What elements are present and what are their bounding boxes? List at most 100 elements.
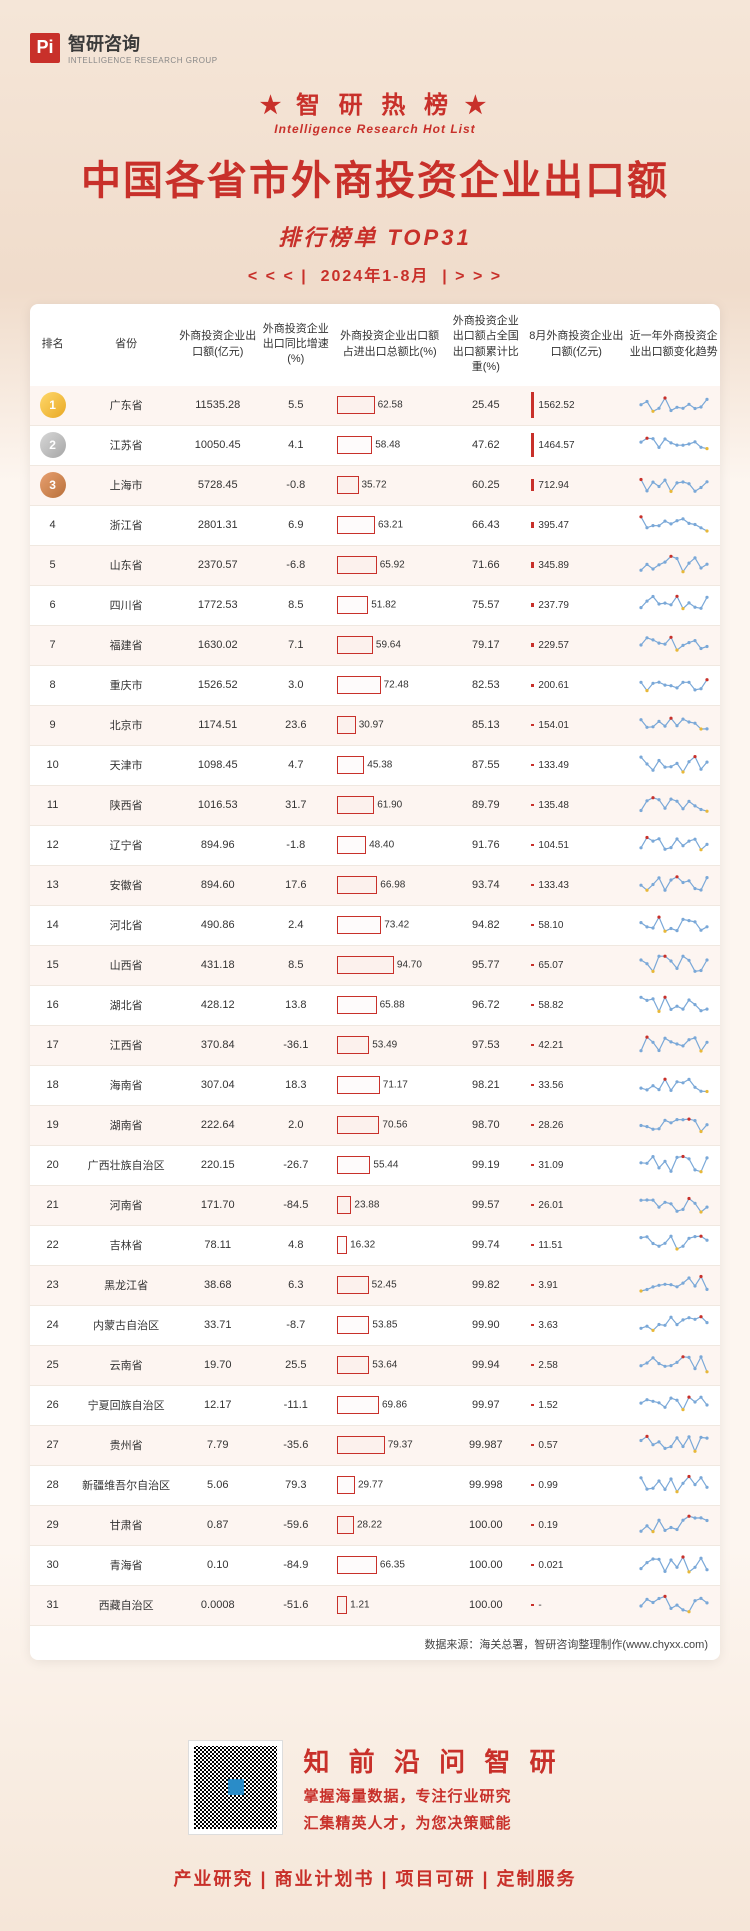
table-row: 1广东省11535.285.562.5825.451562.52 <box>30 386 720 426</box>
pct-bar-cell: 59.64 <box>333 625 446 665</box>
table-row: 29甘肃省0.87-59.628.22100.000.19 <box>30 1505 720 1545</box>
province-cell: 广东省 <box>75 386 177 426</box>
province-cell: 云南省 <box>75 1345 177 1385</box>
export-value-cell: 12.17 <box>177 1385 258 1425</box>
rank-cell: 31 <box>30 1585 75 1625</box>
province-cell: 黑龙江省 <box>75 1265 177 1305</box>
sparkline-cell <box>627 1065 720 1105</box>
pct-bar-cell: 52.45 <box>333 1265 446 1305</box>
sparkline-cell <box>627 1545 720 1585</box>
logo-block: Pi 智研咨询 INTELLIGENCE RESEARCH GROUP <box>30 30 720 65</box>
table-row: 20广西壮族自治区220.15-26.755.4499.1931.09 <box>30 1145 720 1185</box>
province-cell: 青海省 <box>75 1545 177 1585</box>
aug-bar-cell: 0.19 <box>525 1505 627 1545</box>
cumulative-cell: 99.97 <box>446 1385 525 1425</box>
province-cell: 江苏省 <box>75 425 177 465</box>
aug-bar-cell: 1.52 <box>525 1385 627 1425</box>
growth-cell: 8.5 <box>258 585 333 625</box>
province-cell: 甘肃省 <box>75 1505 177 1545</box>
aug-bar-cell: 712.94 <box>525 465 627 505</box>
growth-cell: 7.1 <box>258 625 333 665</box>
cumulative-cell: 98.21 <box>446 1065 525 1105</box>
sparkline-cell <box>627 825 720 865</box>
sparkline-cell <box>627 1465 720 1505</box>
province-cell: 河北省 <box>75 905 177 945</box>
rank-cell: 9 <box>30 705 75 745</box>
aug-bar-cell: 135.48 <box>525 785 627 825</box>
pct-bar-cell: 70.56 <box>333 1105 446 1145</box>
table-row: 25云南省19.7025.553.6499.942.58 <box>30 1345 720 1385</box>
province-cell: 四川省 <box>75 585 177 625</box>
table-row: 15山西省431.188.594.7095.7765.07 <box>30 945 720 985</box>
footer-line2: 掌握海量数据，专注行业研究 <box>303 1785 561 1806</box>
rank-cell: 27 <box>30 1425 75 1465</box>
cumulative-cell: 71.66 <box>446 545 525 585</box>
cumulative-cell: 99.94 <box>446 1345 525 1385</box>
rank-cell: 30 <box>30 1545 75 1585</box>
aug-bar-cell: 3.91 <box>525 1265 627 1305</box>
province-cell: 陕西省 <box>75 785 177 825</box>
table-row: 14河北省490.862.473.4294.8258.10 <box>30 905 720 945</box>
table-row: 13安徽省894.6017.666.9893.74133.43 <box>30 865 720 905</box>
sparkline-cell <box>627 785 720 825</box>
province-cell: 宁夏回族自治区 <box>75 1385 177 1425</box>
sparkline-cell <box>627 865 720 905</box>
footer-line3: 汇集精英人才，为您决策赋能 <box>303 1812 561 1833</box>
growth-cell: 4.1 <box>258 425 333 465</box>
pct-bar-cell: 53.85 <box>333 1305 446 1345</box>
cumulative-cell: 99.998 <box>446 1465 525 1505</box>
col-header: 排名 <box>30 304 75 386</box>
col-header: 外商投资企业出口同比增速(%) <box>258 304 333 386</box>
col-header: 近一年外商投资企业出口额变化趋势 <box>627 304 720 386</box>
rank-cell: 28 <box>30 1465 75 1505</box>
date-line: < < < | 2024年1-8月 | > > > <box>30 262 720 286</box>
sparkline-cell <box>627 585 720 625</box>
cumulative-cell: 89.79 <box>446 785 525 825</box>
sparkline-cell <box>627 505 720 545</box>
sparkline-cell <box>627 1585 720 1625</box>
export-value-cell: 171.70 <box>177 1185 258 1225</box>
table-row: 21河南省171.70-84.523.8899.5726.01 <box>30 1185 720 1225</box>
table-row: 6四川省1772.538.551.8275.57237.79 <box>30 585 720 625</box>
table-row: 27贵州省7.79-35.679.3799.9870.57 <box>30 1425 720 1465</box>
province-cell: 山东省 <box>75 545 177 585</box>
medal-bronze-icon: 3 <box>40 472 66 498</box>
table-row: 3上海市5728.45-0.835.7260.25712.94 <box>30 465 720 505</box>
pct-bar-cell: 53.64 <box>333 1345 446 1385</box>
sparkline-cell <box>627 386 720 426</box>
rank-cell: 1 <box>30 386 75 426</box>
growth-cell: 6.9 <box>258 505 333 545</box>
growth-cell: 6.3 <box>258 1265 333 1305</box>
table-row: 22吉林省78.114.816.3299.7411.51 <box>30 1225 720 1265</box>
export-value-cell: 2370.57 <box>177 545 258 585</box>
pct-bar-cell: 30.97 <box>333 705 446 745</box>
table-row: 4浙江省2801.316.963.2166.43395.47 <box>30 505 720 545</box>
export-value-cell: 370.84 <box>177 1025 258 1065</box>
province-cell: 河南省 <box>75 1185 177 1225</box>
province-cell: 内蒙古自治区 <box>75 1305 177 1345</box>
province-cell: 天津市 <box>75 745 177 785</box>
sparkline-cell <box>627 1505 720 1545</box>
aug-bar-cell: 395.47 <box>525 505 627 545</box>
rank-cell: 3 <box>30 465 75 505</box>
aug-bar-cell: 58.10 <box>525 905 627 945</box>
aug-bar-cell: 1464.57 <box>525 425 627 465</box>
growth-cell: -0.8 <box>258 465 333 505</box>
growth-cell: 2.0 <box>258 1105 333 1145</box>
table-row: 12辽宁省894.96-1.848.4091.76104.51 <box>30 825 720 865</box>
cumulative-cell: 98.70 <box>446 1105 525 1145</box>
aug-bar-cell: 345.89 <box>525 545 627 585</box>
aug-bar-cell: 42.21 <box>525 1025 627 1065</box>
table-row: 9北京市1174.5123.630.9785.13154.01 <box>30 705 720 745</box>
cumulative-cell: 97.53 <box>446 1025 525 1065</box>
pct-bar-cell: 58.48 <box>333 425 446 465</box>
growth-cell: -8.7 <box>258 1305 333 1345</box>
sparkline-cell <box>627 1105 720 1145</box>
province-cell: 北京市 <box>75 705 177 745</box>
export-value-cell: 0.87 <box>177 1505 258 1545</box>
col-header: 8月外商投资企业出口额(亿元) <box>525 304 627 386</box>
rank-cell: 4 <box>30 505 75 545</box>
pct-bar-cell: 65.88 <box>333 985 446 1025</box>
aug-bar-cell: 2.58 <box>525 1345 627 1385</box>
aug-bar-cell: 1562.52 <box>525 386 627 426</box>
